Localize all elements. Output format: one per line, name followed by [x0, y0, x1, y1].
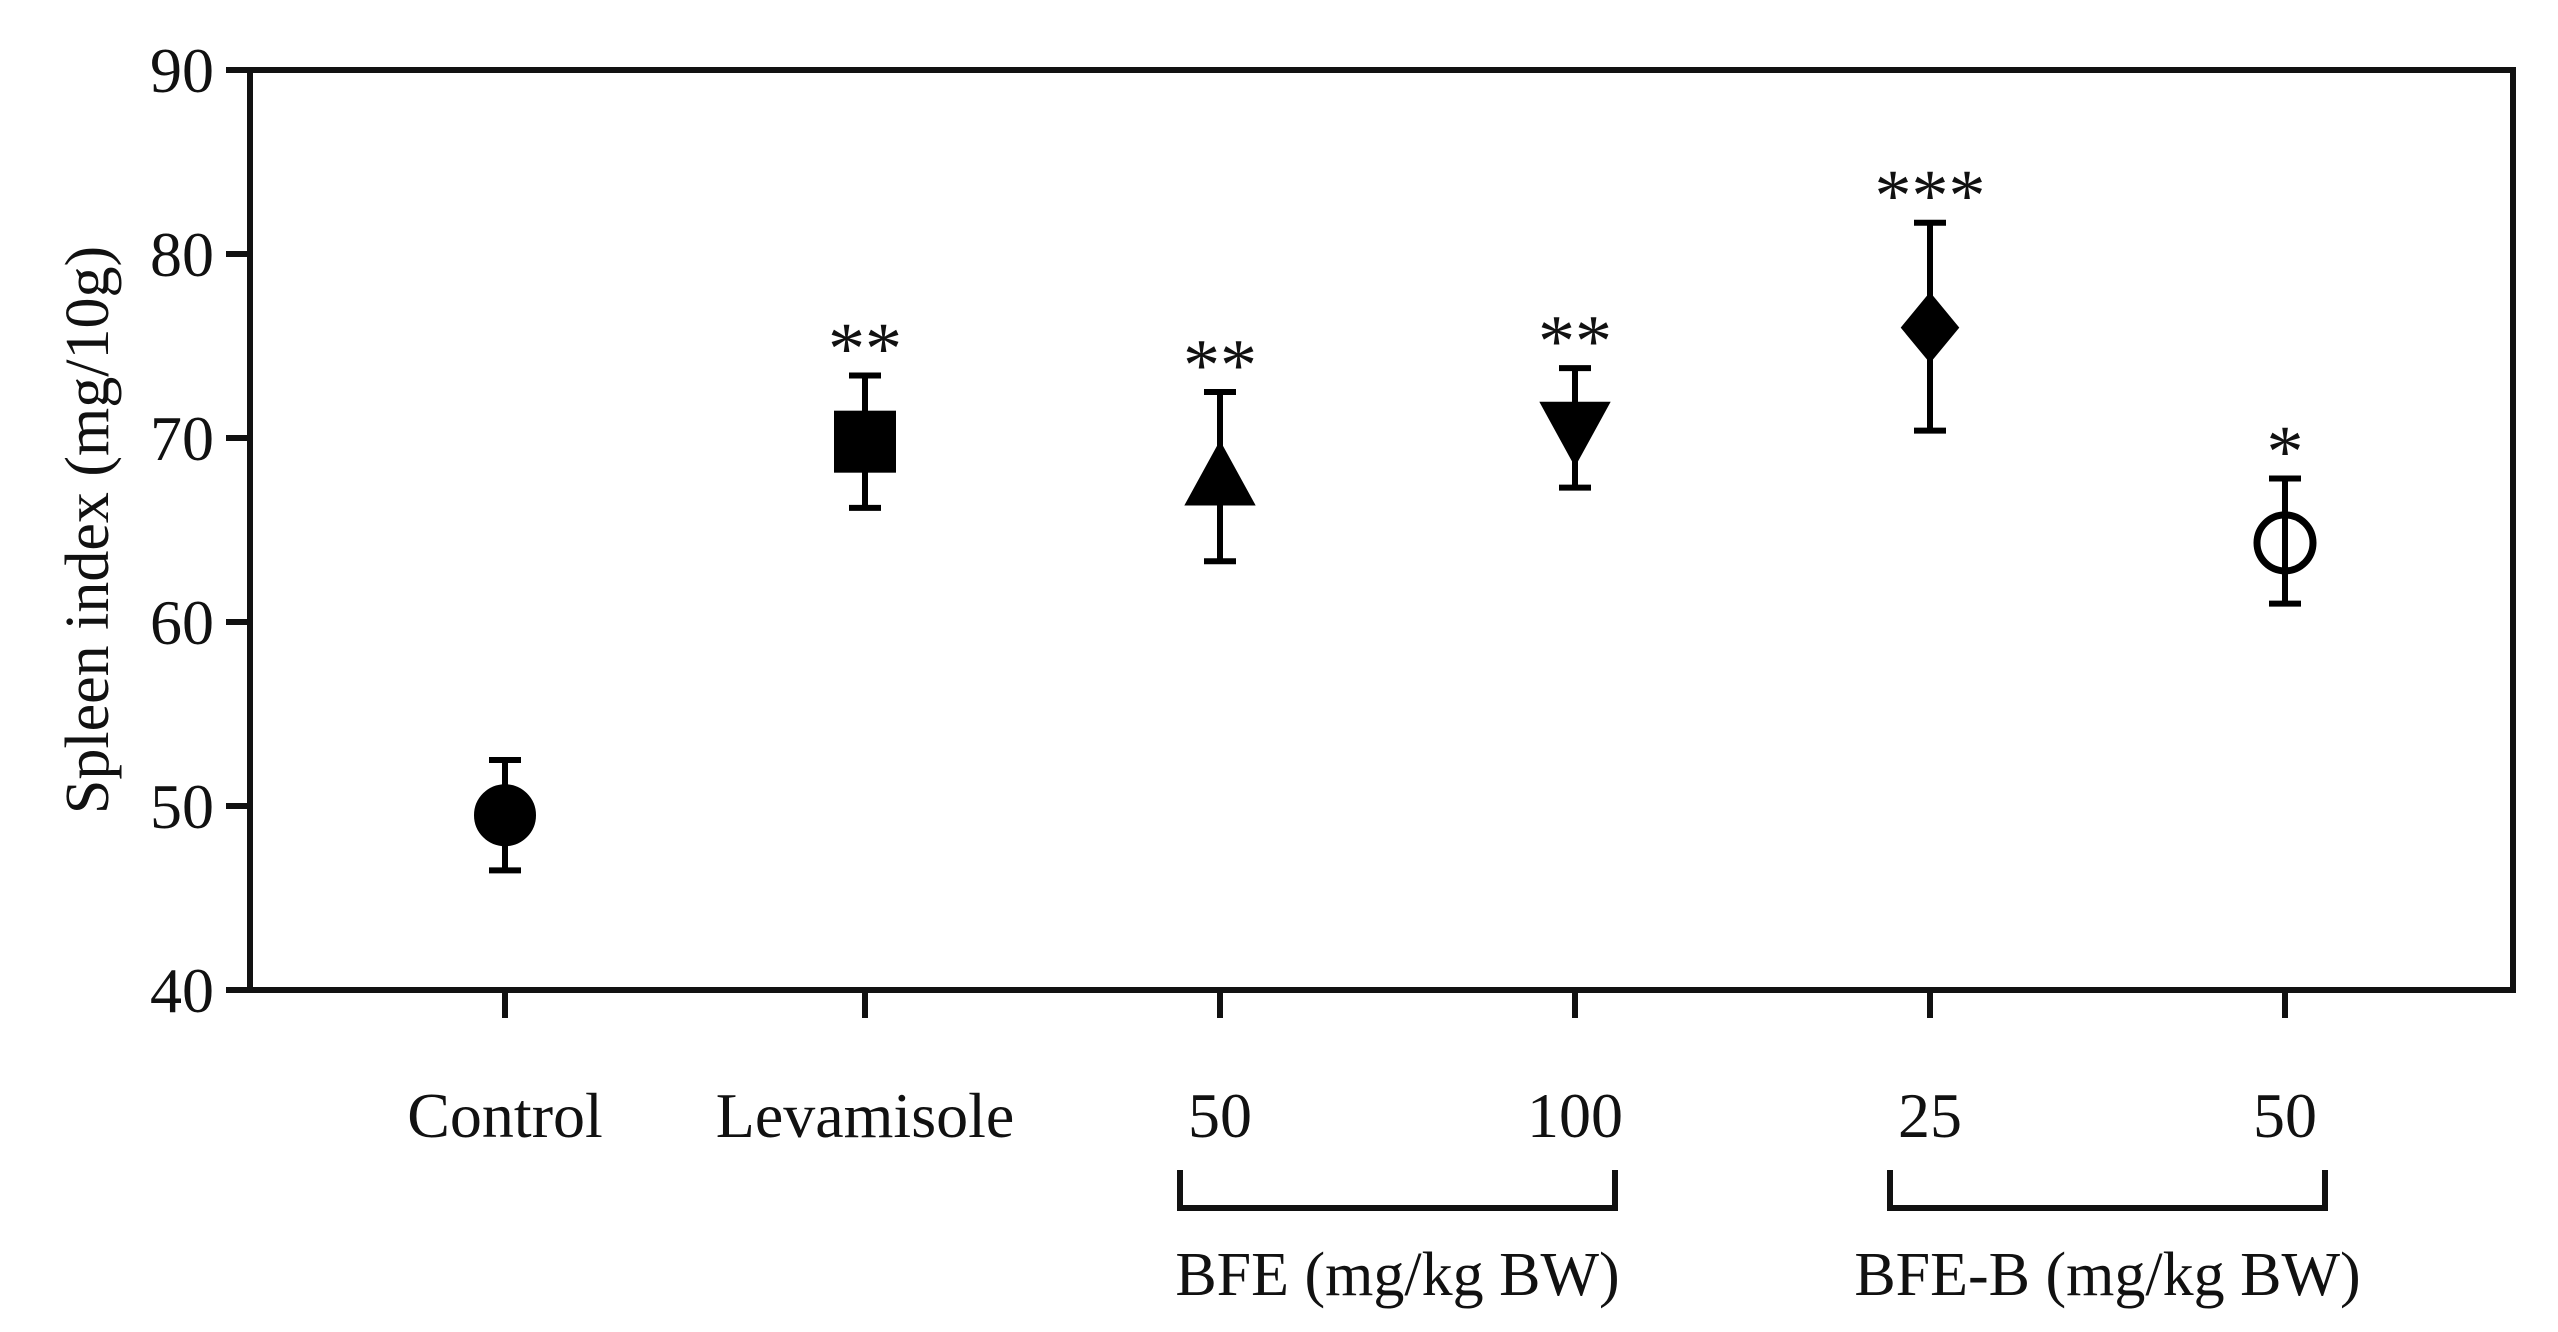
significance-stars: *** [1875, 156, 1986, 238]
x-category-label: 25 [1898, 1080, 1962, 1151]
plot-frame [247, 67, 2516, 993]
marker-triangle-down [1539, 401, 1611, 467]
y-tick-label: 80 [150, 219, 214, 290]
y-tick-label: 70 [150, 403, 214, 474]
group-bracket [1177, 1170, 1618, 1211]
y-tick-label: 50 [150, 771, 214, 842]
y-tick-label: 60 [150, 587, 214, 658]
significance-stars: ** [1538, 301, 1612, 383]
x-category-label: 100 [1527, 1080, 1623, 1151]
marker-triangle-up [1184, 440, 1256, 506]
group-brackets: BFE (mg/kg BW) BFE-B (mg/kg BW) [1175, 1170, 2361, 1309]
x-category-label: 50 [2253, 1080, 2317, 1151]
x-axis: Control Levamisole 50 100 25 50 [407, 990, 2317, 1151]
y-tick-label: 90 [150, 35, 214, 106]
group-label: BFE-B (mg/kg BW) [1854, 1241, 2360, 1309]
x-category-label: Control [407, 1080, 603, 1151]
significance-stars: * [2267, 411, 2304, 493]
group-bracket [1887, 1170, 2328, 1211]
y-tick-label: 40 [150, 955, 214, 1026]
marker-diamond [1900, 292, 1960, 364]
x-category-label: Levamisole [716, 1080, 1015, 1151]
marker-circle [474, 784, 536, 847]
marker-square [834, 410, 896, 473]
significance-stars: ** [1183, 325, 1257, 407]
significance-stars: ** [828, 308, 902, 390]
data-points: ** ** ****** [474, 156, 2317, 874]
x-category-label: 50 [1188, 1080, 1252, 1151]
group-label: BFE (mg/kg BW) [1175, 1241, 1619, 1309]
y-axis: 40 50 60 70 80 90 [150, 35, 250, 1026]
y-axis-title: Spleen index (mg/10g) [54, 246, 122, 814]
